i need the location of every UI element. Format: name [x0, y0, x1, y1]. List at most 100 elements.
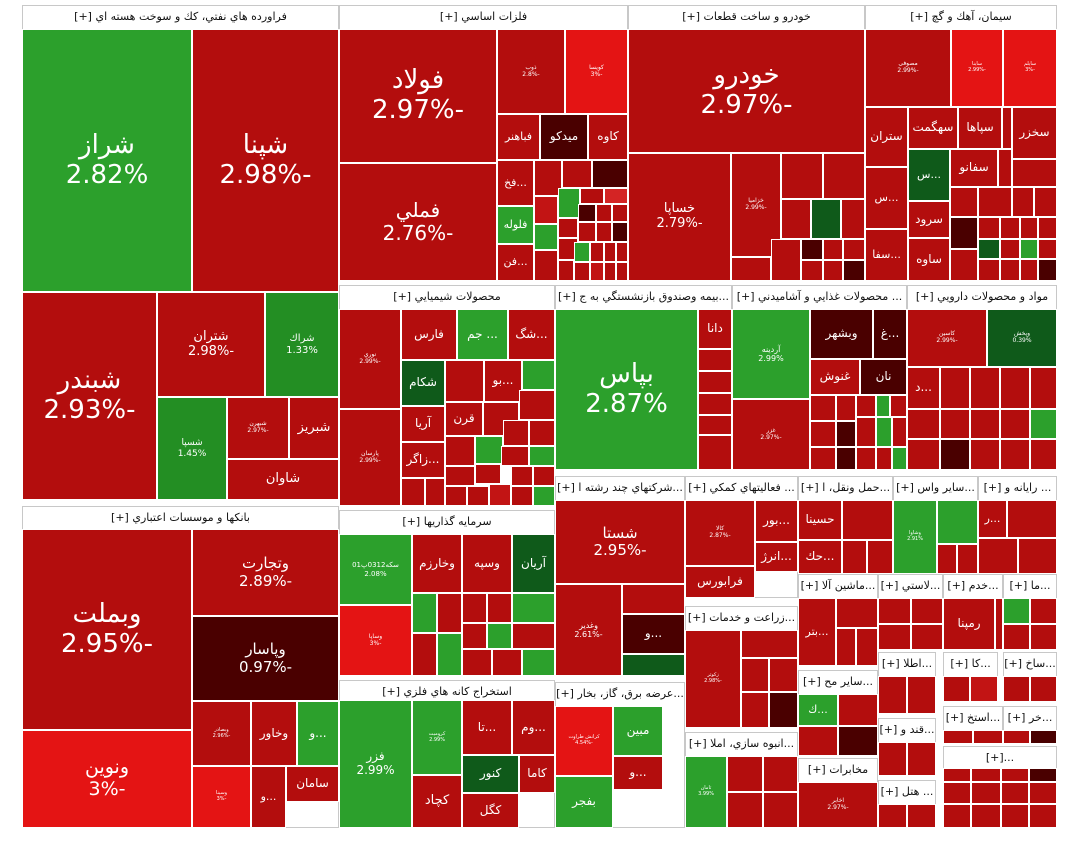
tile-shiraz[interactable]: شراز 2.82%: [22, 29, 192, 292]
stock-cell[interactable]: [1030, 409, 1057, 439]
stock-cell[interactable]: [1030, 439, 1057, 470]
tile-seke[interactable]: سكه0312پ01 2.08%: [339, 534, 412, 605]
tile-shavan[interactable]: شاوان: [227, 459, 339, 500]
stock-cell[interactable]: [876, 417, 892, 447]
tile-vsepah[interactable]: وسپه: [462, 534, 512, 593]
stock-cell[interactable]: [522, 360, 555, 390]
stock-cell[interactable]: [1038, 217, 1057, 239]
stock-cell[interactable]: [856, 628, 878, 666]
tile-femeli[interactable]: فملي -2.76%: [339, 163, 497, 281]
stock-cell[interactable]: [698, 393, 732, 415]
stock-cell[interactable]: [907, 742, 936, 776]
stock-cell[interactable]: [878, 598, 911, 624]
tile-saman[interactable]: سامان: [286, 766, 339, 802]
stock-cell[interactable]: [590, 242, 604, 262]
stock-cell[interactable]: [970, 409, 1000, 439]
stock-cell[interactable]: [907, 804, 936, 828]
stock-cell[interactable]: [876, 447, 892, 470]
stock-cell[interactable]: [1000, 259, 1020, 281]
tile-vnovin[interactable]: ونوين -3%: [22, 730, 192, 828]
stock-cell[interactable]: [911, 624, 943, 650]
tile-foolad[interactable]: فولاد -2.97%: [339, 29, 497, 163]
stock-cell[interactable]: [534, 160, 562, 196]
stock-cell[interactable]: [781, 199, 811, 239]
stock-cell[interactable]: [503, 420, 529, 446]
stock-cell[interactable]: [841, 199, 865, 239]
tile-bepas[interactable]: بپاس 2.87%: [555, 309, 698, 470]
stock-cell[interactable]: [1000, 217, 1020, 239]
stock-cell[interactable]: [467, 486, 489, 506]
stock-cell[interactable]: [1007, 500, 1057, 538]
stock-cell[interactable]: [907, 409, 940, 439]
stock-cell[interactable]: [907, 439, 940, 470]
tile-safa[interactable]: ...سفا: [865, 229, 908, 281]
stock-cell[interactable]: [698, 349, 732, 371]
tile-vsapa[interactable]: وساپا -3%: [339, 605, 412, 676]
stock-cell[interactable]: [811, 199, 841, 239]
tile-v3[interactable]: ...و: [622, 614, 685, 654]
tile-befajr[interactable]: بفجر: [555, 776, 613, 828]
stock-cell[interactable]: [856, 395, 876, 417]
tile-shag[interactable]: ...شگ: [508, 309, 555, 360]
tile-kranesh[interactable]: كرانش طراوت -4.54%: [555, 706, 613, 776]
tile-kasin[interactable]: كاسين -2.99%: [907, 309, 987, 367]
tile-vpakhsh[interactable]: وپخش 0.39%: [987, 309, 1057, 367]
stock-cell[interactable]: [836, 421, 856, 447]
tile-masofi[interactable]: مصوفی -2.99%: [865, 29, 951, 107]
stock-cell[interactable]: [1020, 239, 1038, 259]
tile-vbesader[interactable]: وبصادر -2.96%: [192, 701, 251, 766]
tile-mobin[interactable]: مبين: [613, 706, 663, 756]
stock-cell[interactable]: [937, 500, 978, 544]
stock-cell[interactable]: [878, 742, 907, 776]
stock-cell[interactable]: [445, 360, 484, 402]
tile-bour[interactable]: ...بور: [755, 500, 798, 542]
tile-sorood[interactable]: سرود: [908, 201, 950, 238]
tile-shebahran[interactable]: شبهرن -2.97%: [227, 397, 289, 459]
stock-cell[interactable]: [487, 623, 512, 649]
stock-cell[interactable]: [943, 768, 971, 782]
tile-vshava[interactable]: وشاوا 2.91%: [893, 500, 937, 574]
stock-cell[interactable]: [590, 262, 604, 281]
tile-ardineh[interactable]: آردينه 2.99%: [732, 309, 810, 399]
stock-cell[interactable]: [978, 239, 1000, 259]
stock-cell[interactable]: [978, 259, 1000, 281]
stock-cell[interactable]: [1012, 159, 1057, 187]
stock-cell[interactable]: [437, 633, 462, 676]
tile-s1[interactable]: ...س: [908, 149, 950, 201]
stock-cell[interactable]: [1029, 804, 1057, 828]
stock-cell[interactable]: [1001, 782, 1029, 804]
stock-cell[interactable]: [856, 417, 876, 447]
stock-cell[interactable]: [1012, 187, 1034, 217]
tile-faloleh[interactable]: فلوله: [497, 206, 534, 244]
stock-cell[interactable]: [810, 447, 836, 470]
stock-cell[interactable]: [1038, 259, 1057, 281]
stock-cell[interactable]: [727, 756, 763, 792]
stock-cell[interactable]: [878, 804, 907, 828]
stock-cell[interactable]: [878, 624, 911, 650]
stock-cell[interactable]: [842, 500, 893, 540]
tile-vtejarat[interactable]: وتجارت -2.89%: [192, 529, 339, 616]
tile-hak[interactable]: ...حك: [798, 540, 842, 574]
tile-shebandar[interactable]: شبندر -2.93%: [22, 292, 157, 500]
stock-cell[interactable]: [911, 598, 943, 624]
stock-cell[interactable]: [1030, 676, 1057, 702]
stock-cell[interactable]: [971, 782, 1001, 804]
stock-cell[interactable]: [856, 447, 876, 470]
stock-cell[interactable]: [1029, 768, 1057, 782]
tile-vsina[interactable]: وسينا -3%: [192, 766, 251, 828]
stock-cell[interactable]: [892, 417, 907, 447]
stock-cell[interactable]: [437, 593, 462, 633]
tile-noori[interactable]: نوري -2.99%: [339, 309, 401, 409]
tile-bou[interactable]: ...بو: [484, 360, 522, 402]
tile-kama[interactable]: كاما: [519, 755, 555, 793]
tile-aryan[interactable]: آريان: [512, 534, 555, 593]
stock-cell[interactable]: [769, 692, 798, 728]
stock-cell[interactable]: [907, 676, 936, 714]
stock-cell[interactable]: [558, 260, 574, 281]
stock-cell[interactable]: [622, 654, 685, 676]
tile-parsan[interactable]: پارسان -2.99%: [339, 409, 401, 506]
stock-cell[interactable]: [1034, 187, 1057, 217]
tile-betar[interactable]: ...بتر: [798, 598, 836, 666]
stock-cell[interactable]: [612, 222, 628, 242]
stock-cell[interactable]: [763, 792, 798, 828]
